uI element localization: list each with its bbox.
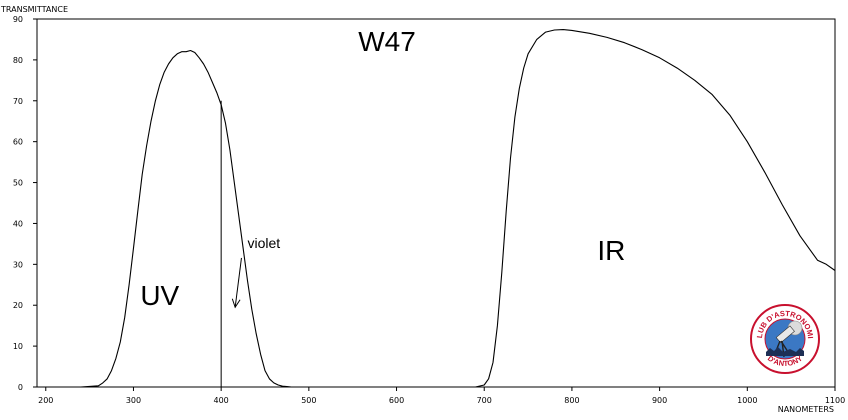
x-tick-label: 400 xyxy=(214,396,229,405)
transmittance-line xyxy=(37,29,836,388)
chart-title: W47 xyxy=(358,26,416,57)
x-tick-label: 300 xyxy=(126,396,141,405)
x-tick-label: 800 xyxy=(564,396,579,405)
x-tick-label: 600 xyxy=(389,396,404,405)
y-tick-label: 60 xyxy=(13,138,23,147)
y-axis-title: TRANSMITTANCE xyxy=(0,5,68,14)
y-tick-label: 10 xyxy=(13,342,23,351)
y-tick-label: 40 xyxy=(13,219,23,228)
y-tick-label: 20 xyxy=(13,301,23,310)
y-tick-label: 30 xyxy=(13,260,23,269)
x-tick-label: 500 xyxy=(301,396,316,405)
y-tick-label: 0 xyxy=(18,383,23,392)
logo-telescope xyxy=(775,325,795,344)
annotation-violet-label: violet xyxy=(247,235,280,251)
annotation-group: UV violet IR xyxy=(140,100,625,387)
axes xyxy=(36,18,836,388)
y-tick-group: 0 10 20 30 40 50 60 70 80 90 xyxy=(13,15,37,392)
y-tick-label: 80 xyxy=(13,56,23,65)
annotation-ir-label: IR xyxy=(597,235,625,266)
x-tick-label: 900 xyxy=(652,396,667,405)
y-tick-label: 50 xyxy=(13,179,23,188)
plot-frame xyxy=(36,18,836,388)
x-axis-title: NANOMETERS xyxy=(778,405,834,414)
annotation-uv-label: UV xyxy=(140,280,179,311)
y-tick-label: 70 xyxy=(13,97,23,106)
series-group xyxy=(37,29,836,388)
logo-skyline xyxy=(766,347,804,356)
x-tick-group: 200 300 400 500 600 700 800 900 1000 1100 xyxy=(38,387,845,405)
violet-arrow-head xyxy=(231,298,241,309)
x-tick-label: 200 xyxy=(38,396,53,405)
violet-arrow-shaft xyxy=(234,257,242,308)
x-tick-label: 700 xyxy=(477,396,492,405)
logo-bottom-text: D'ANTONY xyxy=(766,354,804,368)
x-tick-label: 1100 xyxy=(825,396,845,405)
x-tick-label: 1000 xyxy=(737,396,757,405)
y-tick-label: 90 xyxy=(13,15,23,24)
